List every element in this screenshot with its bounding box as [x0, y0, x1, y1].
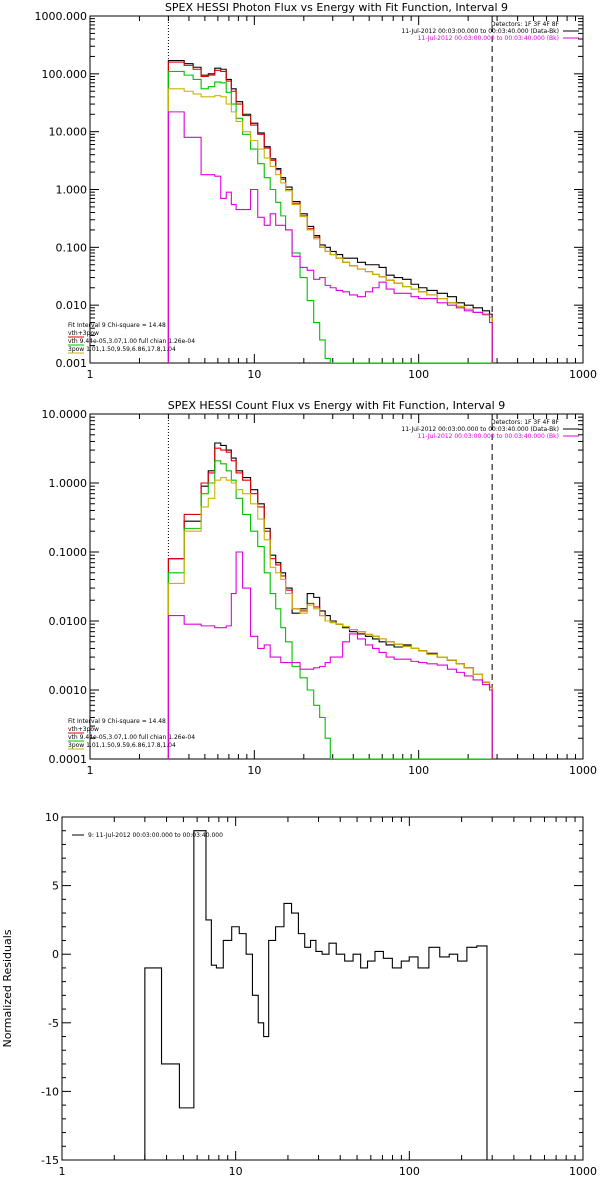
x-tick-label: 10 — [229, 1165, 243, 1178]
y-tick-label: 1.000 — [56, 184, 88, 197]
series-line-2 — [167, 61, 493, 363]
series-line-4 — [167, 476, 493, 759]
y-tick-label: 0.001 — [56, 357, 88, 370]
x-tick-label: 1 — [87, 368, 94, 381]
header-line: 11-Jul-2012 00:03:00.000 to 00:03:40.000… — [401, 426, 559, 433]
header-line: Detectors: 1F 3F 4F 8F — [491, 419, 560, 426]
x-tick-label: 10 — [247, 368, 261, 381]
y-tick-label: 0.1000 — [49, 546, 88, 559]
x-tick-label: 1 — [59, 1165, 66, 1178]
series-line-1 — [167, 59, 493, 363]
plot-frame — [89, 413, 584, 760]
series-line-2 — [167, 447, 493, 759]
fit-note: Fit Interval 9 Chi-square = 14.48 — [68, 322, 166, 329]
fit-note: Fit Interval 9 Chi-square = 14.48 — [68, 718, 166, 725]
y-tick-label: 5 — [52, 880, 59, 893]
y-axis-label: Normalized Residuals — [1, 929, 14, 1047]
header-line: Detectors: 1F 3F 4F 8F — [491, 21, 560, 28]
series-line-5 — [167, 111, 493, 363]
legend-label: 9: 11-Jul-2012 00:03:00.000 to 00:03:40.… — [88, 832, 223, 839]
fit-note: vth 9.44e-05,3.07,1.00 full chian 1.26e-… — [68, 734, 195, 741]
series-line-4 — [167, 88, 493, 363]
fit-note: vth+3pow — [68, 330, 99, 337]
y-tick-label: 10.000 — [49, 126, 88, 139]
header-line: 11-Jul-2012 00:03:00.000 to 00:03:40.000… — [418, 433, 559, 440]
fit-note: vth+3pow — [68, 726, 99, 733]
series-line-3 — [167, 460, 493, 759]
y-tick-label: 1000.000 — [35, 10, 88, 23]
y-tick-label: 10 — [45, 811, 59, 824]
plot-frame — [61, 816, 584, 1161]
series-line-3 — [167, 70, 493, 363]
y-tick-label: 0.100 — [56, 241, 88, 254]
plot-frame — [89, 15, 584, 364]
x-tick-label: 1 — [87, 764, 94, 777]
y-tick-label: 0.0001 — [49, 753, 88, 766]
chart-title: SPEX HESSI Count Flux vs Energy with Fit… — [168, 399, 505, 412]
y-tick-label: 10.0000 — [42, 408, 88, 421]
series-line-1 — [144, 830, 488, 1160]
y-tick-label: -5 — [48, 1017, 59, 1030]
fit-note: 3pow 1.01,1.50,9.59,6.86,17.8,1.04 — [68, 346, 176, 353]
series-line-5 — [167, 551, 493, 759]
x-tick-label: 100 — [408, 368, 429, 381]
x-tick-label: 10 — [247, 764, 261, 777]
x-tick-label: 1000 — [569, 1165, 597, 1178]
chart-3: 1 10 100 1000 -15 -10 -5 0 5 10 Normalized Residua… — [1, 811, 597, 1178]
chart-2: SPEX HESSI Count Flux vs Energy with Fit… — [42, 399, 598, 777]
chart-1: SPEX HESSI Photon Flux vs Energy with Fi… — [35, 1, 598, 381]
y-tick-label: -10 — [41, 1085, 59, 1098]
header-line: 11-Jul-2012 00:03:00.000 to 00:03:40.000… — [401, 28, 559, 35]
x-tick-label: 1000 — [569, 764, 597, 777]
y-tick-label: 0.010 — [56, 299, 88, 312]
x-tick-label: 1000 — [569, 368, 597, 381]
series-line-1 — [167, 442, 493, 759]
y-tick-label: 0 — [52, 948, 59, 961]
x-tick-label: 100 — [408, 764, 429, 777]
header-line: 11-Jul-2012 00:03:00.000 to 00:03:40.000… — [418, 35, 559, 42]
chart-title: SPEX HESSI Photon Flux vs Energy with Fi… — [165, 1, 508, 14]
x-tick-label: 100 — [399, 1165, 420, 1178]
y-tick-label: 1.0000 — [49, 477, 88, 490]
y-tick-label: -15 — [41, 1154, 59, 1167]
fit-note: 3pow 1.01,1.50,9.59,6.86,17.8,1.04 — [68, 742, 176, 749]
y-tick-label: 100.000 — [42, 68, 88, 81]
fit-note: vth 9.44e-05,3.07,1.00 full chian 1.26e-… — [68, 338, 195, 345]
y-tick-label: 0.0100 — [49, 615, 88, 628]
y-tick-label: 0.0010 — [49, 684, 88, 697]
